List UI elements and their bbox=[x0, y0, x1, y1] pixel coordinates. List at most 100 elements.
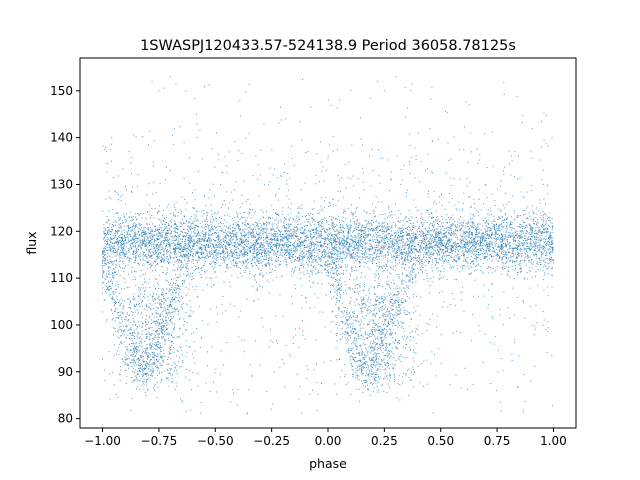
data-point bbox=[486, 221, 488, 223]
data-point bbox=[297, 224, 299, 226]
data-point bbox=[533, 236, 535, 238]
data-point bbox=[228, 239, 230, 241]
data-point bbox=[256, 240, 258, 242]
data-point bbox=[228, 231, 230, 233]
data-point bbox=[358, 244, 360, 246]
data-point bbox=[157, 258, 159, 260]
data-point bbox=[401, 255, 402, 257]
data-point bbox=[223, 231, 225, 233]
data-point bbox=[437, 236, 439, 238]
data-point bbox=[536, 224, 538, 226]
data-point bbox=[412, 251, 414, 253]
data-point bbox=[110, 244, 112, 246]
data-point bbox=[263, 239, 265, 241]
data-point bbox=[218, 265, 220, 267]
data-point bbox=[183, 256, 185, 258]
data-point bbox=[547, 230, 549, 232]
data-point bbox=[154, 229, 156, 231]
data-point bbox=[343, 245, 345, 247]
data-point bbox=[187, 257, 189, 259]
data-point bbox=[311, 253, 313, 255]
data-point bbox=[235, 239, 237, 241]
data-point bbox=[287, 229, 289, 231]
data-point bbox=[497, 254, 499, 256]
data-point bbox=[161, 266, 163, 268]
data-point bbox=[282, 255, 284, 257]
data-point bbox=[352, 256, 354, 258]
data-point bbox=[493, 250, 495, 252]
data-point bbox=[465, 260, 467, 262]
data-point bbox=[308, 249, 310, 251]
data-point bbox=[428, 242, 430, 244]
data-point bbox=[532, 261, 534, 263]
data-point bbox=[113, 260, 115, 262]
data-point bbox=[281, 244, 283, 246]
data-point bbox=[199, 239, 201, 241]
data-point bbox=[260, 256, 262, 258]
data-point bbox=[274, 269, 276, 271]
data-point bbox=[536, 251, 538, 253]
data-point bbox=[321, 237, 323, 239]
data-point bbox=[352, 218, 354, 220]
data-point bbox=[271, 228, 273, 230]
data-point bbox=[506, 217, 508, 219]
data-point bbox=[182, 246, 184, 248]
data-point bbox=[203, 238, 205, 240]
data-point bbox=[500, 245, 502, 247]
data-point bbox=[238, 226, 240, 228]
data-point bbox=[246, 253, 248, 255]
data-point bbox=[528, 270, 530, 272]
data-point bbox=[321, 259, 323, 261]
data-point bbox=[526, 218, 528, 220]
data-point bbox=[503, 291, 505, 293]
data-point bbox=[452, 231, 454, 233]
data-point bbox=[413, 252, 415, 254]
data-point bbox=[402, 224, 404, 226]
data-point bbox=[469, 248, 471, 250]
data-point bbox=[373, 213, 375, 215]
data-point bbox=[186, 256, 188, 258]
data-point bbox=[513, 218, 515, 220]
data-point bbox=[401, 226, 403, 228]
data-point bbox=[508, 236, 510, 238]
data-point bbox=[424, 241, 426, 243]
data-point bbox=[479, 248, 481, 250]
data-point bbox=[405, 255, 407, 257]
data-point bbox=[377, 240, 379, 242]
data-point bbox=[548, 259, 550, 261]
data-point bbox=[261, 243, 263, 245]
data-point bbox=[504, 254, 506, 256]
data-point bbox=[268, 222, 270, 224]
data-point bbox=[135, 224, 137, 226]
data-point bbox=[256, 241, 258, 243]
data-point bbox=[202, 235, 204, 237]
data-point bbox=[156, 245, 158, 247]
data-point bbox=[319, 236, 321, 238]
data-point bbox=[394, 258, 396, 260]
data-point bbox=[394, 203, 396, 205]
data-point bbox=[242, 264, 244, 266]
data-point bbox=[105, 246, 107, 248]
data-point bbox=[200, 246, 202, 248]
data-point bbox=[276, 227, 278, 229]
data-point bbox=[165, 257, 167, 259]
data-point bbox=[508, 274, 510, 276]
data-point bbox=[299, 229, 301, 231]
data-point bbox=[328, 233, 330, 235]
data-point bbox=[435, 240, 437, 242]
data-point bbox=[545, 222, 547, 224]
data-point bbox=[414, 234, 416, 236]
data-point bbox=[377, 228, 379, 230]
data-point bbox=[376, 240, 378, 242]
data-point bbox=[404, 256, 406, 258]
data-point bbox=[501, 246, 503, 248]
data-point bbox=[244, 224, 246, 226]
data-point bbox=[241, 242, 243, 244]
data-point bbox=[256, 289, 258, 291]
data-point bbox=[120, 243, 122, 245]
data-point bbox=[367, 266, 369, 268]
data-point bbox=[449, 263, 451, 265]
data-point bbox=[275, 245, 277, 247]
data-point bbox=[149, 235, 151, 237]
data-point bbox=[493, 224, 495, 226]
